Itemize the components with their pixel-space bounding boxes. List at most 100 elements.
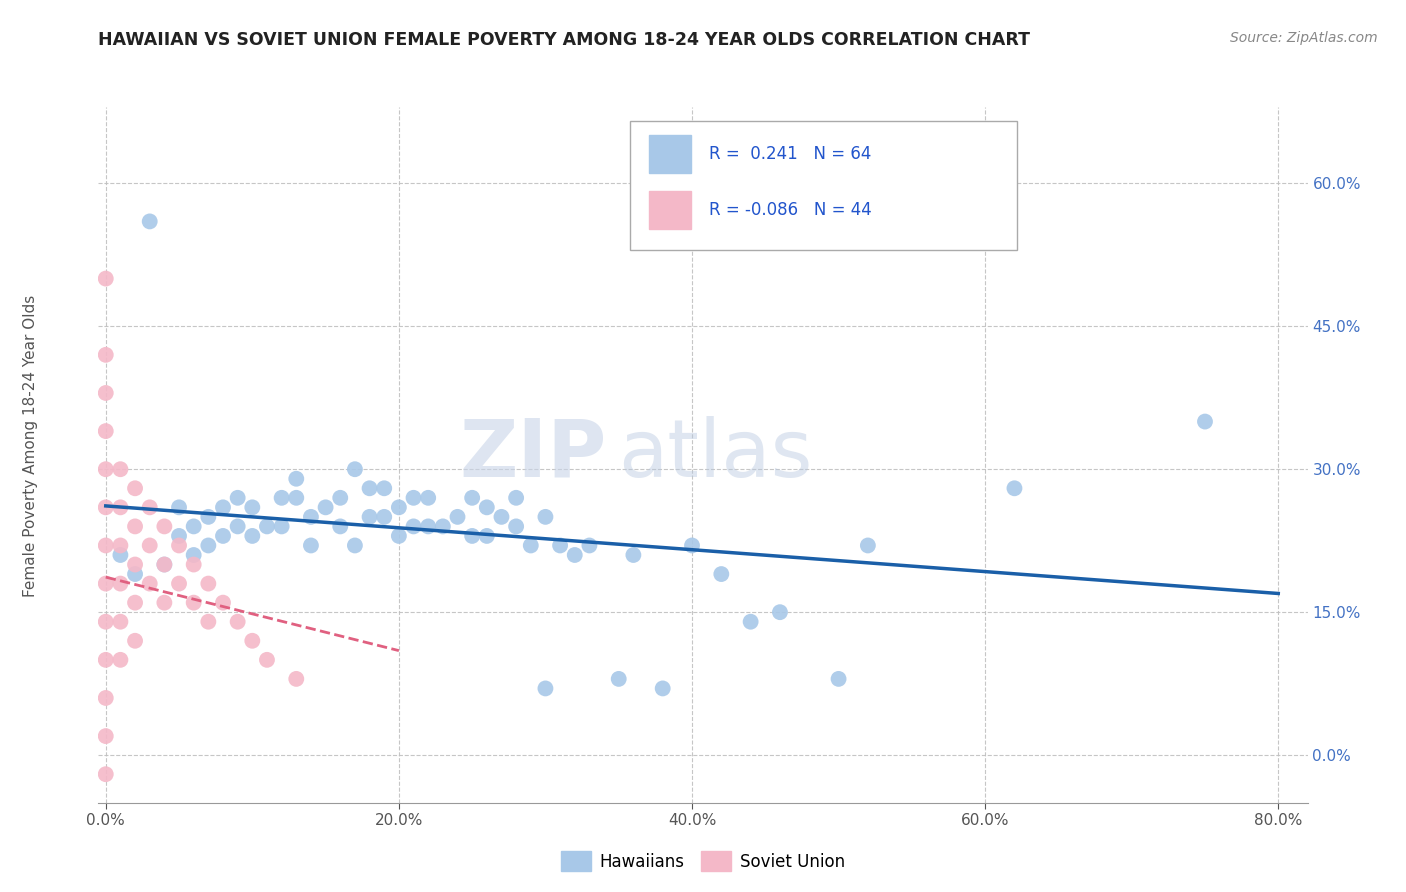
Point bbox=[183, 596, 205, 610]
Point bbox=[520, 539, 543, 553]
Point bbox=[212, 529, 235, 543]
Point bbox=[240, 633, 263, 648]
Point bbox=[212, 596, 235, 610]
Point bbox=[564, 548, 586, 562]
Point bbox=[432, 519, 454, 533]
Point bbox=[197, 615, 219, 629]
Point bbox=[167, 529, 190, 543]
Point bbox=[373, 481, 395, 495]
Point bbox=[197, 576, 219, 591]
Bar bbox=[648, 135, 690, 173]
Point bbox=[153, 596, 176, 610]
Point bbox=[461, 529, 484, 543]
Point bbox=[138, 214, 160, 228]
Text: HAWAIIAN VS SOVIET UNION FEMALE POVERTY AMONG 18-24 YEAR OLDS CORRELATION CHART: HAWAIIAN VS SOVIET UNION FEMALE POVERTY … bbox=[98, 31, 1031, 49]
Point bbox=[183, 548, 205, 562]
Point bbox=[256, 653, 278, 667]
Point bbox=[124, 567, 146, 582]
Bar bbox=[648, 191, 690, 229]
Point bbox=[402, 519, 425, 533]
Point bbox=[505, 491, 527, 505]
Point bbox=[270, 519, 292, 533]
Point bbox=[329, 491, 352, 505]
Point bbox=[418, 491, 440, 505]
Point bbox=[299, 509, 322, 524]
Point bbox=[651, 681, 673, 696]
Point bbox=[110, 539, 132, 553]
Point bbox=[183, 558, 205, 572]
Point bbox=[94, 462, 117, 476]
Text: R = -0.086   N = 44: R = -0.086 N = 44 bbox=[709, 201, 872, 219]
Text: atlas: atlas bbox=[619, 416, 813, 494]
Point bbox=[461, 491, 484, 505]
Point bbox=[270, 491, 292, 505]
Point bbox=[578, 539, 600, 553]
Point bbox=[94, 386, 117, 401]
Point bbox=[256, 519, 278, 533]
Text: ZIP: ZIP bbox=[458, 416, 606, 494]
Point bbox=[94, 348, 117, 362]
Point bbox=[94, 690, 117, 705]
Point bbox=[212, 500, 235, 515]
Point bbox=[94, 615, 117, 629]
Point bbox=[446, 509, 468, 524]
Point bbox=[197, 509, 219, 524]
Point bbox=[94, 500, 117, 515]
Point bbox=[710, 567, 733, 582]
Point bbox=[373, 509, 395, 524]
Point bbox=[138, 500, 160, 515]
Point bbox=[769, 605, 792, 619]
Point bbox=[285, 491, 308, 505]
Point bbox=[226, 519, 249, 533]
Point bbox=[491, 509, 513, 524]
Point bbox=[94, 271, 117, 285]
Point bbox=[226, 615, 249, 629]
Point bbox=[94, 576, 117, 591]
Point bbox=[329, 519, 352, 533]
Point bbox=[359, 509, 381, 524]
Point bbox=[110, 653, 132, 667]
Point bbox=[343, 462, 366, 476]
Point bbox=[607, 672, 630, 686]
Point bbox=[94, 653, 117, 667]
Point bbox=[94, 805, 117, 820]
Point bbox=[94, 729, 117, 743]
Point bbox=[315, 500, 337, 515]
Point bbox=[740, 615, 762, 629]
Point bbox=[110, 548, 132, 562]
Point bbox=[240, 529, 263, 543]
Point bbox=[534, 509, 557, 524]
Point bbox=[548, 539, 571, 553]
Point bbox=[94, 539, 117, 553]
Point bbox=[475, 500, 498, 515]
Point bbox=[1194, 415, 1216, 429]
Point bbox=[197, 539, 219, 553]
Point bbox=[285, 472, 308, 486]
Point bbox=[138, 539, 160, 553]
Point bbox=[475, 529, 498, 543]
Point bbox=[94, 424, 117, 438]
Point bbox=[1004, 481, 1026, 495]
Point bbox=[226, 491, 249, 505]
Point bbox=[94, 881, 117, 892]
Point bbox=[681, 539, 703, 553]
Point bbox=[343, 539, 366, 553]
Text: Source: ZipAtlas.com: Source: ZipAtlas.com bbox=[1230, 31, 1378, 45]
Point bbox=[856, 539, 879, 553]
Point bbox=[388, 500, 411, 515]
Point bbox=[299, 539, 322, 553]
Text: R =  0.241   N = 64: R = 0.241 N = 64 bbox=[709, 145, 872, 163]
Point bbox=[153, 558, 176, 572]
Point bbox=[183, 519, 205, 533]
Point bbox=[402, 491, 425, 505]
Point bbox=[124, 519, 146, 533]
Point bbox=[621, 548, 644, 562]
Point bbox=[110, 500, 132, 515]
Point bbox=[505, 519, 527, 533]
Point bbox=[110, 576, 132, 591]
Point bbox=[124, 558, 146, 572]
Point bbox=[388, 529, 411, 543]
Point bbox=[110, 615, 132, 629]
FancyBboxPatch shape bbox=[630, 121, 1018, 250]
Point bbox=[138, 576, 160, 591]
